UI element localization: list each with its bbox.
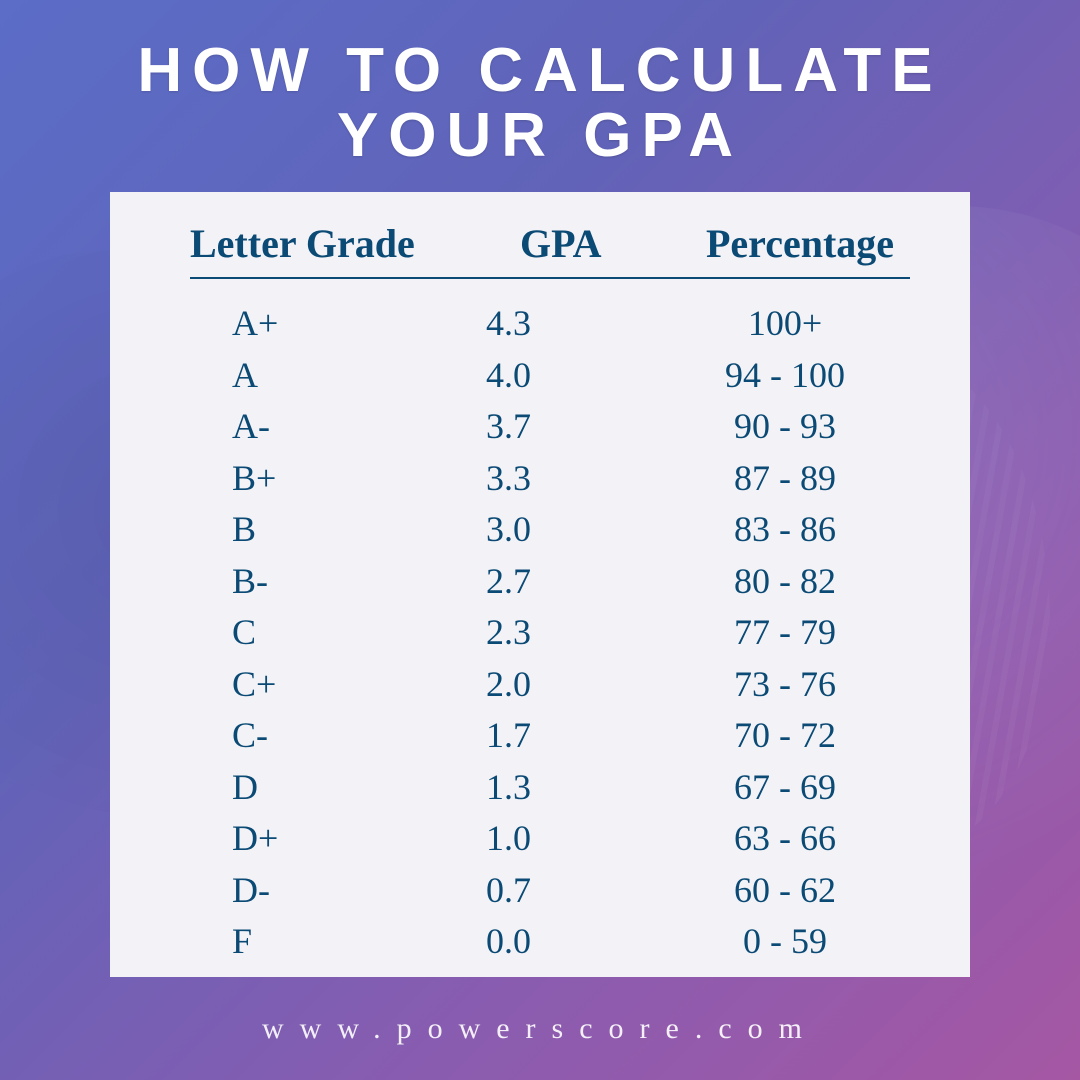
cell-percentage: 77 - 79 [660, 614, 910, 650]
cell-gpa: 2.0 [470, 666, 660, 702]
table-header-gpa: GPA [520, 220, 690, 267]
table-row: A-3.790 - 93 [190, 408, 910, 444]
cell-gpa: 0.7 [470, 872, 660, 908]
cell-letter-grade: B+ [190, 460, 470, 496]
cell-percentage: 60 - 62 [660, 872, 910, 908]
cell-letter-grade: D [190, 769, 470, 805]
cell-percentage: 0 - 59 [660, 923, 910, 959]
table-row: A+4.3100+ [190, 305, 910, 341]
cell-letter-grade: F [190, 923, 470, 959]
table-row: D1.367 - 69 [190, 769, 910, 805]
cell-gpa: 4.3 [470, 305, 660, 341]
cell-gpa: 1.0 [470, 820, 660, 856]
cell-letter-grade: A [190, 357, 470, 393]
table-row: C-1.770 - 72 [190, 717, 910, 753]
table-row: F0.00 - 59 [190, 923, 910, 959]
table-body: A+4.3100+ A4.094 - 100 A-3.790 - 93 B+3.387… [190, 279, 910, 959]
cell-letter-grade: B- [190, 563, 470, 599]
cell-gpa: 2.7 [470, 563, 660, 599]
cell-percentage: 83 - 86 [660, 511, 910, 547]
page-title: HOW TO CALCULATE YOUR GPA [0, 38, 1080, 168]
table-row: B+3.387 - 89 [190, 460, 910, 496]
cell-gpa: 2.3 [470, 614, 660, 650]
cell-percentage: 87 - 89 [660, 460, 910, 496]
cell-gpa: 0.0 [470, 923, 660, 959]
table-row: A4.094 - 100 [190, 357, 910, 393]
table-header-percentage: Percentage [690, 220, 910, 267]
cell-gpa: 4.0 [470, 357, 660, 393]
cell-letter-grade: C- [190, 717, 470, 753]
cell-percentage: 100+ [660, 305, 910, 341]
table-row: B3.083 - 86 [190, 511, 910, 547]
cell-letter-grade: C+ [190, 666, 470, 702]
cell-letter-grade: B [190, 511, 470, 547]
cell-percentage: 80 - 82 [660, 563, 910, 599]
gpa-table-card: Letter Grade GPA Percentage A+4.3100+ A4.… [110, 192, 970, 977]
cell-gpa: 3.0 [470, 511, 660, 547]
table-header: Letter Grade GPA Percentage [190, 220, 910, 279]
cell-percentage: 73 - 76 [660, 666, 910, 702]
cell-percentage: 63 - 66 [660, 820, 910, 856]
cell-gpa: 3.7 [470, 408, 660, 444]
table-row: C+2.073 - 76 [190, 666, 910, 702]
cell-letter-grade: D+ [190, 820, 470, 856]
cell-letter-grade: A+ [190, 305, 470, 341]
table-row: D-0.760 - 62 [190, 872, 910, 908]
cell-letter-grade: D- [190, 872, 470, 908]
table-header-letter-grade: Letter Grade [190, 220, 520, 267]
footer-url: www.powerscore.com [0, 1012, 1080, 1046]
cell-letter-grade: C [190, 614, 470, 650]
cell-letter-grade: A- [190, 408, 470, 444]
cell-percentage: 70 - 72 [660, 717, 910, 753]
cell-gpa: 3.3 [470, 460, 660, 496]
table-row: D+1.063 - 66 [190, 820, 910, 856]
title-line-1: HOW TO CALCULATE [0, 38, 1080, 103]
cell-gpa: 1.3 [470, 769, 660, 805]
cell-percentage: 94 - 100 [660, 357, 910, 393]
cell-percentage: 90 - 93 [660, 408, 910, 444]
table-row: C2.377 - 79 [190, 614, 910, 650]
infographic-container: HOW TO CALCULATE YOUR GPA Letter Grade G… [0, 0, 1080, 1080]
title-line-2: YOUR GPA [0, 103, 1080, 168]
cell-gpa: 1.7 [470, 717, 660, 753]
table-row: B-2.780 - 82 [190, 563, 910, 599]
cell-percentage: 67 - 69 [660, 769, 910, 805]
